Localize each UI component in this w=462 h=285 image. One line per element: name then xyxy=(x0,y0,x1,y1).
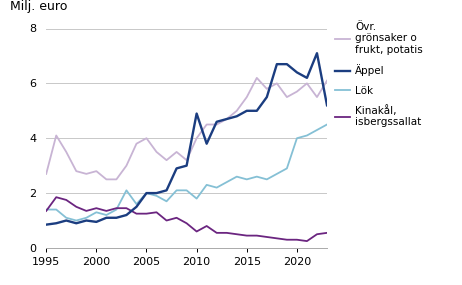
Text: Milj. euro: Milj. euro xyxy=(10,0,67,13)
Legend: Övr.
grönsaker o
frukt, potatis, Äppel, Lök, Kinakål,
isbergssallat: Övr. grönsaker o frukt, potatis, Äppel, … xyxy=(331,18,427,132)
